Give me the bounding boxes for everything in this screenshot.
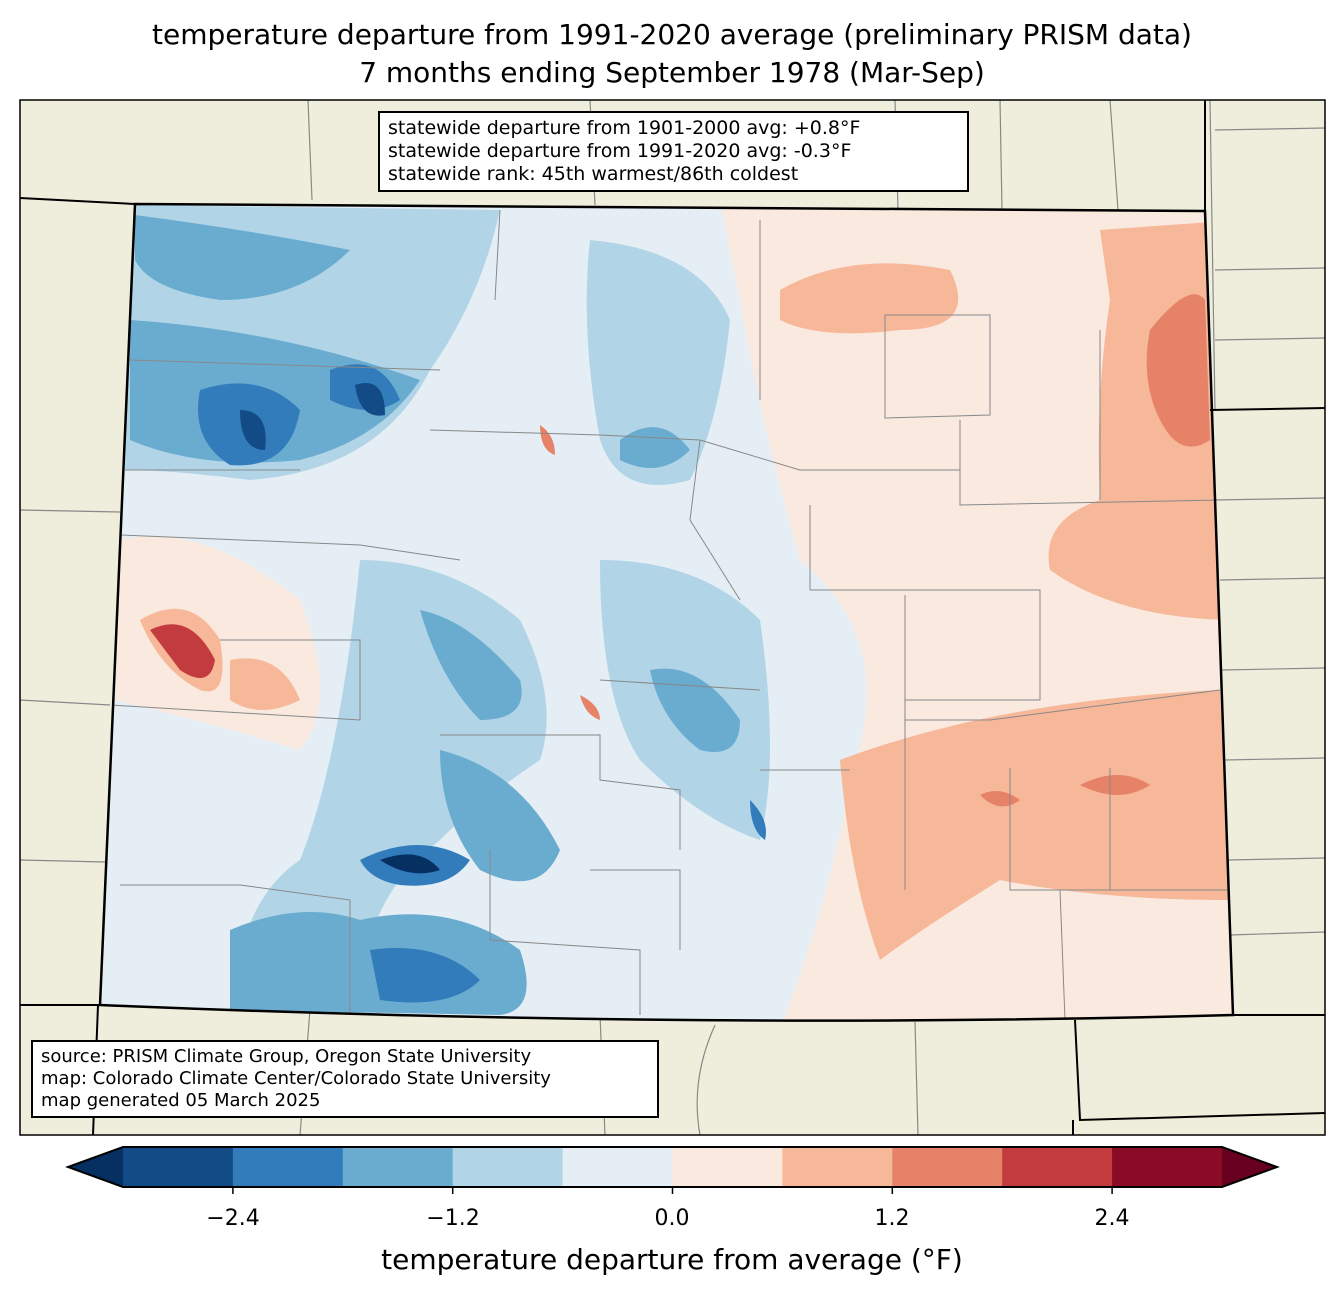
colorbar-tick-label: −1.2 xyxy=(426,1206,480,1231)
colorbar-extend-low xyxy=(68,1147,123,1187)
colorbar-segment xyxy=(892,1147,1003,1187)
map-frame xyxy=(19,99,1326,1136)
colorado-border xyxy=(98,202,1235,1022)
colorbar xyxy=(65,1146,1280,1194)
colorbar-segment xyxy=(782,1147,893,1187)
credits-line-3: map generated 05 March 2025 xyxy=(41,1090,321,1111)
colorbar-segment xyxy=(562,1147,673,1187)
colorbar-tick-label: 1.2 xyxy=(874,1206,910,1231)
county-boundaries xyxy=(109,209,1230,1021)
colorbar-segment xyxy=(342,1147,454,1187)
colorbar-outline xyxy=(65,1146,1280,1188)
stats-line-1: statewide departure from 1901-2000 avg: … xyxy=(388,117,861,139)
temperature-contours xyxy=(100,204,1233,1021)
map-title-line2: 7 months ending September 1978 (Mar-Sep) xyxy=(359,56,985,89)
credits-line-1: source: PRISM Climate Group, Oregon Stat… xyxy=(41,1046,532,1067)
colorbar-tick-label: 2.4 xyxy=(1094,1206,1130,1231)
statewide-stats-box: statewide departure from 1901-2000 avg: … xyxy=(378,111,969,192)
colorbar-tick-label: 0.0 xyxy=(654,1206,690,1231)
colorbar-segment xyxy=(123,1147,234,1187)
colorbar-segment xyxy=(232,1147,344,1187)
colorbar-tick-label: −2.4 xyxy=(206,1206,260,1231)
colorbar-label: temperature departure from average (°F) xyxy=(381,1243,963,1276)
credits-line-2: map: Colorado Climate Center/Colorado St… xyxy=(41,1068,551,1089)
map-title-line1: temperature departure from 1991-2020 ave… xyxy=(152,18,1192,51)
colorbar-segment xyxy=(1002,1147,1113,1187)
stats-line-3: statewide rank: 45th warmest/86th coldes… xyxy=(388,163,799,185)
colorbar-segment xyxy=(672,1147,783,1187)
colorbar-extend-high xyxy=(1222,1147,1277,1187)
stats-line-2: statewide departure from 1991-2020 avg: … xyxy=(388,140,852,162)
colorbar-segment xyxy=(1112,1147,1223,1187)
colorbar-segment xyxy=(452,1147,564,1187)
credits-box: source: PRISM Climate Group, Oregon Stat… xyxy=(31,1040,659,1118)
